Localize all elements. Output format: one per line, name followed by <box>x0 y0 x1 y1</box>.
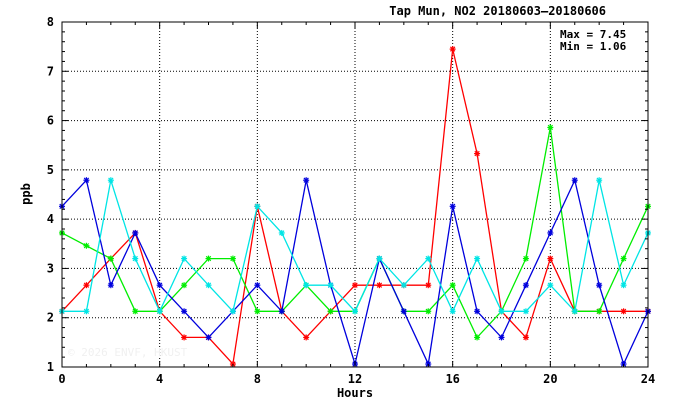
data-point <box>352 308 358 315</box>
x-tick-label: 16 <box>445 372 459 386</box>
data-point <box>83 242 90 249</box>
data-point <box>498 334 505 341</box>
data-point <box>522 308 529 315</box>
min-stat: Min = 1.06 <box>560 40 627 53</box>
data-point <box>132 229 139 236</box>
x-tick-label: 24 <box>641 372 655 386</box>
data-point <box>327 308 334 315</box>
data-point <box>181 334 188 341</box>
data-point <box>83 282 90 289</box>
data-point <box>303 177 310 184</box>
x-tick-label: 4 <box>156 372 163 386</box>
data-point <box>547 124 554 131</box>
y-tick-label: 8 <box>47 15 54 29</box>
data-point <box>596 308 603 315</box>
y-axis-label: ppb <box>19 183 33 205</box>
data-point <box>376 282 383 289</box>
chart-title: Tap Mun, NO2 20180603–20180606 <box>389 4 606 18</box>
data-point <box>425 308 432 315</box>
data-point <box>522 334 529 341</box>
series-line <box>61 178 649 367</box>
data-point <box>254 308 261 315</box>
max-stat: Max = 7.45 <box>560 28 626 41</box>
data-point <box>376 255 383 262</box>
data-point <box>181 255 188 262</box>
data-point <box>107 255 114 262</box>
data-point <box>620 282 627 289</box>
data-point <box>205 255 212 262</box>
data-point <box>156 282 163 289</box>
data-point <box>449 46 456 53</box>
data-point <box>571 308 578 315</box>
data-point <box>181 308 188 315</box>
data-point <box>303 334 310 341</box>
data-point <box>474 334 481 341</box>
data-point <box>229 255 236 262</box>
data-point <box>522 255 529 262</box>
data-point <box>498 308 505 315</box>
watermark: © 2026 ENVF, HKUST <box>68 346 188 359</box>
data-point <box>254 282 261 289</box>
data-point <box>620 308 627 315</box>
data-point <box>132 255 139 262</box>
data-point <box>596 177 603 184</box>
x-tick-label: 20 <box>543 372 557 386</box>
x-tick-label: 0 <box>58 372 65 386</box>
y-tick-label: 5 <box>47 163 54 177</box>
data-point <box>83 308 90 315</box>
data-point <box>425 255 432 262</box>
data-point <box>474 308 481 315</box>
data-point <box>474 150 481 157</box>
data-point <box>229 308 236 315</box>
data-point <box>107 177 114 184</box>
data-point <box>205 282 212 289</box>
y-tick-label: 7 <box>47 64 54 78</box>
data-point <box>596 282 603 289</box>
x-tick-label: 8 <box>254 372 261 386</box>
y-tick-label: 2 <box>47 311 54 325</box>
data-point <box>278 308 285 315</box>
data-point <box>449 282 456 289</box>
y-tick-label: 6 <box>47 114 54 128</box>
data-point <box>352 282 358 289</box>
data-point <box>449 203 456 210</box>
data-point <box>400 308 407 315</box>
x-tick-label: 12 <box>348 372 362 386</box>
x-axis-label: Hours <box>337 386 373 400</box>
data-point <box>132 308 139 315</box>
data-point <box>522 282 529 289</box>
gridlines <box>62 22 648 367</box>
data-point <box>303 282 310 289</box>
data-point <box>205 334 212 341</box>
data-point <box>254 203 261 210</box>
data-point <box>547 282 554 289</box>
data-point <box>547 229 554 236</box>
data-point <box>327 282 334 289</box>
y-tick-label: 4 <box>47 212 54 226</box>
data-point <box>156 308 163 315</box>
data-point <box>83 177 90 184</box>
data-point <box>571 177 578 184</box>
data-point <box>547 255 554 262</box>
data-point <box>620 255 627 262</box>
data-point <box>400 282 407 289</box>
y-tick-label: 1 <box>47 360 54 374</box>
data-point <box>425 282 432 289</box>
data-point <box>278 229 285 236</box>
series-4 <box>59 177 651 315</box>
data-point <box>107 282 114 289</box>
y-tick-label: 3 <box>47 261 54 275</box>
data-point <box>181 282 188 289</box>
data-point <box>474 255 481 262</box>
data-point <box>449 308 456 315</box>
